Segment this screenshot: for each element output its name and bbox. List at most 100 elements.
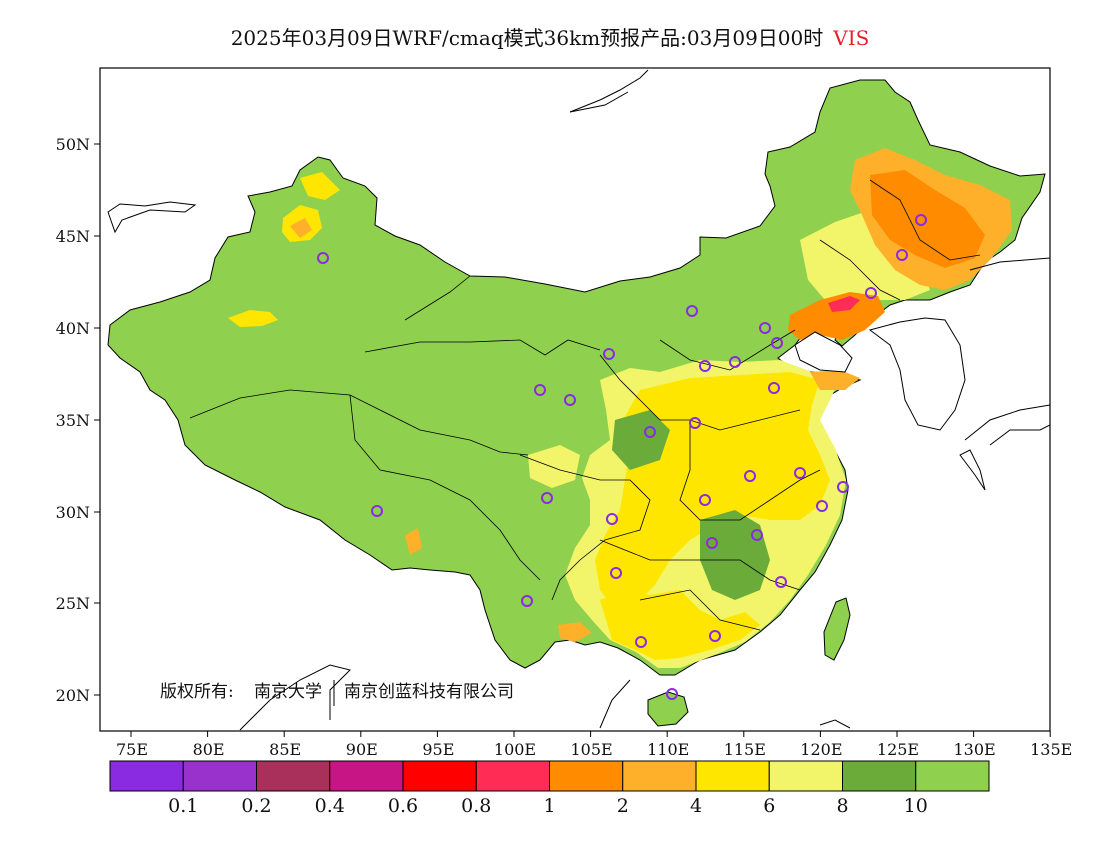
- circle-station-icon: [541, 492, 553, 504]
- lat-tick-label: 45N: [56, 227, 90, 246]
- legend-label: 2: [617, 795, 629, 817]
- circle-station-icon: [816, 500, 828, 512]
- circle-station-icon: [768, 382, 780, 394]
- legend-swatch: [842, 760, 917, 792]
- circle-station-icon: [644, 426, 656, 438]
- circle-station-icon: [771, 337, 783, 349]
- legend-swatch: [402, 760, 477, 792]
- zone-xinjiang-top: [300, 172, 340, 200]
- circle-station-icon: [706, 537, 718, 549]
- circle-station-icon: [534, 384, 546, 396]
- legend-label: 10: [904, 795, 928, 817]
- lat-tick-label: 30N: [56, 503, 90, 522]
- circle-station-icon: [775, 576, 787, 588]
- lat-tick-label: 50N: [56, 135, 90, 154]
- map-title: 2025年03月09日WRF/cmaq模式36km预报产品:03月09日00时 V…: [0, 22, 1100, 51]
- circle-station-icon: [666, 688, 678, 700]
- circle-station-icon: [729, 356, 741, 368]
- lon-tick-label: 130E: [953, 740, 995, 759]
- zone-orange-liaoning: [788, 292, 885, 340]
- legend-swatch: [622, 760, 697, 792]
- legend-label: 0.8: [461, 795, 491, 817]
- bohai-sea: [794, 331, 853, 373]
- lat-tick-label: 20N: [56, 686, 90, 705]
- taiwan-island: [823, 597, 851, 661]
- lon-tick-label: 125E: [877, 740, 919, 759]
- lon-tick-label: 100E: [494, 740, 536, 759]
- zone-tibet-south: [405, 528, 422, 555]
- legend-colorbar: 0.1 0.2 0.4 0.6 0.8 1 2 4 6 8 10: [109, 760, 990, 817]
- legend-swatch: [329, 760, 404, 792]
- lon-tick-label: 135E: [1030, 740, 1072, 759]
- lon-tick-label: 120E: [800, 740, 842, 759]
- circle-station-icon: [603, 348, 615, 360]
- circle-station-icon: [699, 494, 711, 506]
- circle-station-icon: [751, 529, 763, 541]
- lon-tick-label: 105E: [570, 740, 612, 759]
- legend-swatch: [915, 760, 990, 792]
- circle-station-icon: [606, 513, 618, 525]
- lon-tick-label: 85E: [269, 740, 301, 759]
- legend-label: 0.6: [388, 795, 418, 817]
- zone-orange-northeast: [870, 170, 985, 268]
- zone-xinjiang-south: [228, 310, 278, 327]
- copyright-org2: 南京创蓝科技有限公司: [344, 682, 514, 702]
- circle-station-icon: [371, 505, 383, 517]
- legend-swatch: [109, 760, 184, 792]
- circle-station-icon: [794, 467, 806, 479]
- map-area: 版权所有: 南京大学 南京创蓝科技有限公司: [107, 69, 1050, 731]
- circle-station-icon: [564, 394, 576, 406]
- circle-station-icon: [915, 214, 927, 226]
- hainan-island: [647, 691, 689, 727]
- latitude-axis: 50N 45N 40N 35N 30N 25N 20N: [56, 135, 100, 705]
- circle-station-icon: [610, 567, 622, 579]
- copyright-org1: 南京大学: [254, 682, 322, 702]
- zone-xinjiang-north-orange: [290, 218, 312, 238]
- legend-label: 8: [836, 795, 848, 817]
- zone-light-yellow-sichuan: [528, 445, 580, 488]
- copyright-label: 版权所有:: [160, 682, 234, 702]
- legend-label: 0.2: [241, 795, 271, 817]
- circle-station-icon: [837, 481, 849, 493]
- circle-station-icon: [521, 595, 533, 607]
- lat-tick-label: 25N: [56, 594, 90, 613]
- legend-swatch: [695, 760, 770, 792]
- zone-red-liaoning: [828, 296, 860, 312]
- lon-tick-label: 110E: [647, 740, 689, 759]
- circle-station-icon: [709, 630, 721, 642]
- circle-station-icon: [686, 305, 698, 317]
- lon-tick-label: 95E: [422, 740, 454, 759]
- circle-station-icon: [635, 636, 647, 648]
- copyright: 版权所有: 南京大学 南京创蓝科技有限公司: [160, 680, 514, 706]
- legend-swatch: [182, 760, 257, 792]
- lon-tick-label: 80E: [193, 740, 225, 759]
- lat-tick-label: 35N: [56, 411, 90, 430]
- lon-tick-label: 90E: [346, 740, 378, 759]
- title-variable: VIS: [833, 26, 870, 50]
- lon-tick-label: 115E: [724, 740, 766, 759]
- zone-yunnan-orange: [558, 622, 592, 642]
- circle-station-icon: [865, 287, 877, 299]
- circle-station-icon: [689, 417, 701, 429]
- legend-swatch: [256, 760, 331, 792]
- legend-label: 0.1: [168, 795, 198, 817]
- title-main: 2025年03月09日WRF/cmaq模式36km预报产品:03月09日00时: [230, 26, 824, 50]
- legend-swatch: [768, 760, 843, 792]
- circle-station-icon: [317, 252, 329, 264]
- legend-swatch: [475, 760, 550, 792]
- province-borders: [189, 179, 981, 631]
- lat-tick-label: 40N: [56, 319, 90, 338]
- legend-label: 1: [543, 795, 555, 817]
- zone-orange-shandong: [810, 370, 860, 390]
- legend-swatch: [549, 760, 624, 792]
- zone-dark-green-west: [612, 410, 670, 470]
- plot-frame: [99, 67, 1051, 732]
- circle-station-icon: [744, 470, 756, 482]
- lon-tick-label: 75E: [116, 740, 148, 759]
- legend-label: 6: [763, 795, 775, 817]
- legend-label: 0.4: [315, 795, 345, 817]
- zone-yellow-south: [600, 590, 760, 660]
- circle-station-icon: [699, 360, 711, 372]
- circle-station-icon: [759, 322, 771, 334]
